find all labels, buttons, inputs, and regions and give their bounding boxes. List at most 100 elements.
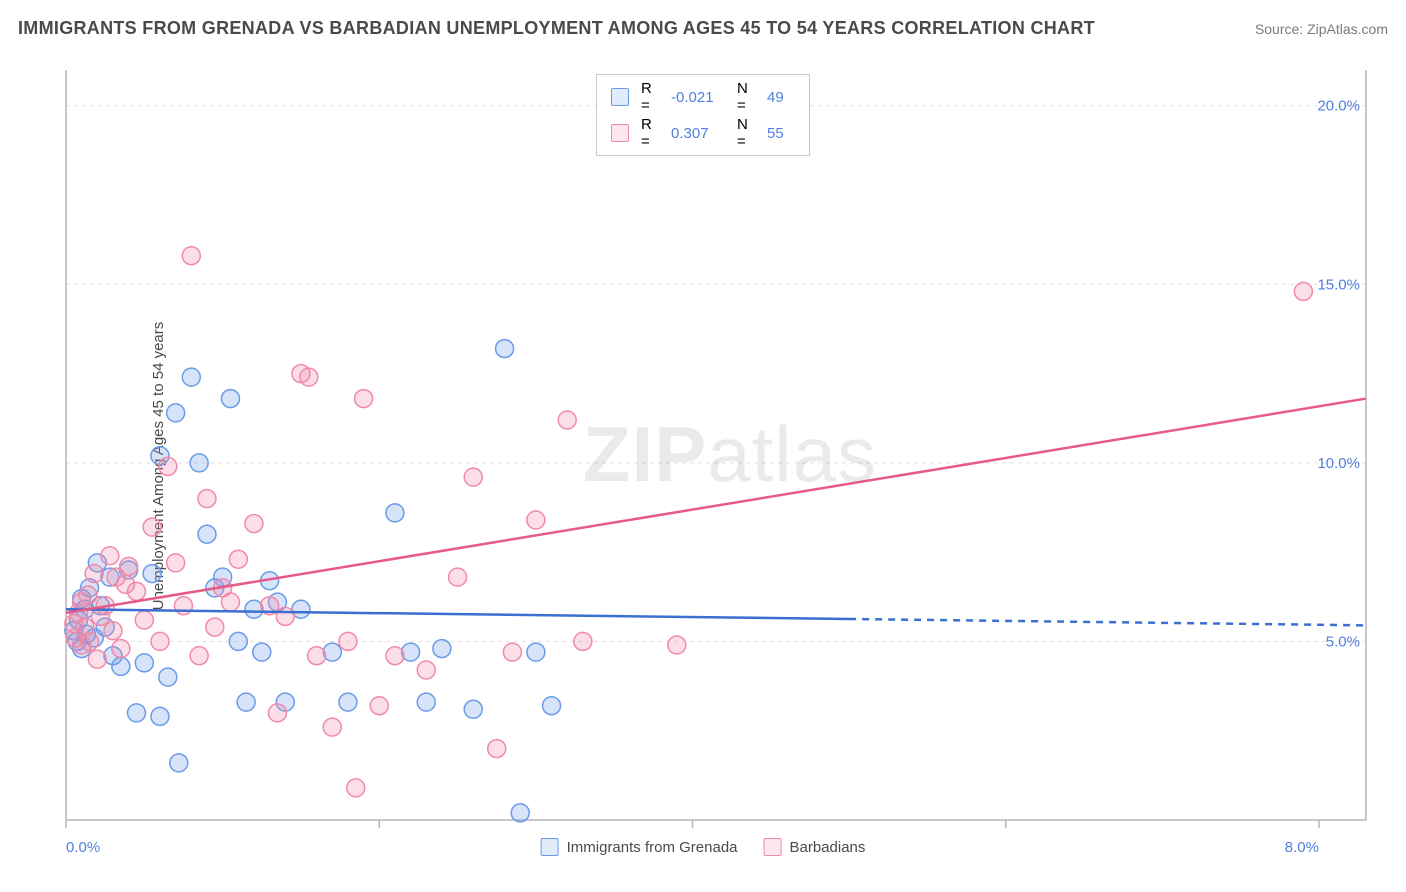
point-grenada [253, 643, 271, 661]
point-grenada [167, 404, 185, 422]
r-label: R = [641, 116, 663, 150]
swatch-icon [764, 838, 782, 856]
point-barbadians [464, 468, 482, 486]
point-grenada [543, 697, 561, 715]
point-grenada [323, 643, 341, 661]
point-grenada [237, 693, 255, 711]
point-barbadians [88, 650, 106, 668]
point-barbadians [558, 411, 576, 429]
legend-item-grenada: Immigrants from Grenada [541, 838, 738, 856]
source-attribution: Source: ZipAtlas.com [1255, 21, 1388, 37]
point-grenada [386, 504, 404, 522]
svg-text:20.0%: 20.0% [1317, 98, 1360, 115]
point-barbadians [159, 457, 177, 475]
svg-text:8.0%: 8.0% [1285, 839, 1319, 856]
swatch-icon [611, 124, 629, 142]
point-barbadians [268, 704, 286, 722]
svg-text:5.0%: 5.0% [1326, 633, 1360, 650]
point-barbadians [347, 779, 365, 797]
legend-label: Barbadians [790, 839, 866, 856]
regression-barbadians [66, 399, 1366, 613]
point-barbadians [221, 593, 239, 611]
r-value: 0.307 [671, 125, 729, 142]
point-barbadians [101, 547, 119, 565]
stats-row-barbadians: R = 0.307 N = 55 [597, 115, 809, 151]
point-barbadians [339, 632, 357, 650]
n-value: 49 [767, 89, 795, 106]
point-barbadians [206, 618, 224, 636]
regression-dash-grenada [849, 619, 1366, 625]
point-grenada [112, 657, 130, 675]
point-grenada [151, 707, 169, 725]
point-barbadians [449, 568, 467, 586]
point-grenada [182, 368, 200, 386]
point-barbadians [488, 740, 506, 758]
r-label: R = [641, 80, 663, 114]
point-barbadians [386, 647, 404, 665]
point-grenada [245, 600, 263, 618]
point-barbadians [1294, 282, 1312, 300]
point-barbadians [323, 718, 341, 736]
point-barbadians [574, 632, 592, 650]
svg-text:10.0%: 10.0% [1317, 455, 1360, 472]
point-barbadians [527, 511, 545, 529]
swatch-icon [541, 838, 559, 856]
point-barbadians [135, 611, 153, 629]
point-grenada [339, 693, 357, 711]
point-barbadians [167, 554, 185, 572]
n-label: N = [737, 80, 759, 114]
n-label: N = [737, 116, 759, 150]
point-barbadians [300, 368, 318, 386]
point-grenada [527, 643, 545, 661]
point-barbadians [229, 550, 247, 568]
point-barbadians [85, 565, 103, 583]
svg-text:0.0%: 0.0% [66, 839, 100, 856]
point-grenada [135, 654, 153, 672]
point-grenada [143, 565, 161, 583]
point-grenada [190, 454, 208, 472]
header-row: IMMIGRANTS FROM GRENADA VS BARBADIAN UNE… [18, 18, 1388, 39]
point-barbadians [190, 647, 208, 665]
point-barbadians [79, 586, 97, 604]
point-barbadians [308, 647, 326, 665]
n-value: 55 [767, 125, 795, 142]
legend-item-barbadians: Barbadians [764, 838, 866, 856]
point-grenada [198, 525, 216, 543]
point-grenada [159, 668, 177, 686]
point-grenada [127, 704, 145, 722]
point-barbadians [112, 640, 130, 658]
point-barbadians [355, 390, 373, 408]
point-barbadians [245, 515, 263, 533]
point-barbadians [370, 697, 388, 715]
point-grenada [170, 754, 188, 772]
point-barbadians [182, 247, 200, 265]
r-value: -0.021 [671, 89, 729, 106]
stats-legend: R = -0.021 N = 49 R = 0.307 N = 55 [596, 74, 810, 156]
swatch-icon [611, 88, 629, 106]
svg-text:15.0%: 15.0% [1317, 276, 1360, 293]
point-grenada [433, 640, 451, 658]
point-barbadians [143, 518, 161, 536]
chart-title: IMMIGRANTS FROM GRENADA VS BARBADIAN UNE… [18, 18, 1095, 39]
point-grenada [464, 700, 482, 718]
point-grenada [229, 632, 247, 650]
series-legend: Immigrants from Grenada Barbadians [541, 838, 866, 856]
chart-area: Unemployment Among Ages 45 to 54 years 0… [18, 60, 1388, 872]
point-barbadians [80, 632, 98, 650]
point-grenada [511, 804, 529, 822]
point-grenada [402, 643, 420, 661]
scatter-chart-svg: 0.0% 8.0% 5.0% 10.0% 15.0% 20.0% [56, 60, 1388, 872]
point-barbadians [117, 575, 135, 593]
point-grenada [221, 390, 239, 408]
point-barbadians [417, 661, 435, 679]
point-barbadians [151, 632, 169, 650]
point-grenada [417, 693, 435, 711]
point-grenada [496, 340, 514, 358]
point-barbadians [503, 643, 521, 661]
point-barbadians [668, 636, 686, 654]
stats-row-grenada: R = -0.021 N = 49 [597, 79, 809, 115]
point-barbadians [120, 557, 138, 575]
point-barbadians [104, 622, 122, 640]
point-barbadians [198, 490, 216, 508]
point-barbadians [276, 607, 294, 625]
